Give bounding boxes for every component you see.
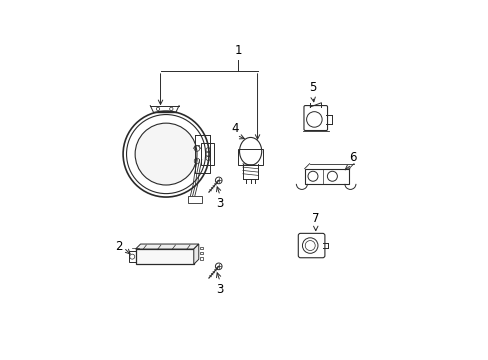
Bar bbox=[238, 149, 263, 165]
Text: 5: 5 bbox=[309, 81, 316, 94]
Text: 4: 4 bbox=[231, 122, 239, 135]
Text: 2: 2 bbox=[115, 240, 122, 253]
Bar bbox=[188, 196, 202, 203]
Bar bbox=[199, 257, 203, 260]
Text: 3: 3 bbox=[216, 197, 224, 210]
Polygon shape bbox=[193, 244, 198, 264]
Circle shape bbox=[135, 123, 197, 185]
Bar bbox=[135, 249, 193, 264]
Text: 3: 3 bbox=[216, 283, 224, 296]
Polygon shape bbox=[135, 244, 198, 249]
Text: 1: 1 bbox=[234, 44, 242, 57]
Bar bbox=[201, 143, 213, 165]
Text: 7: 7 bbox=[311, 212, 319, 225]
Bar bbox=[128, 251, 135, 262]
Bar bbox=[199, 252, 203, 255]
Bar bbox=[199, 247, 203, 249]
Bar bbox=[304, 168, 348, 184]
Text: 6: 6 bbox=[349, 151, 356, 164]
